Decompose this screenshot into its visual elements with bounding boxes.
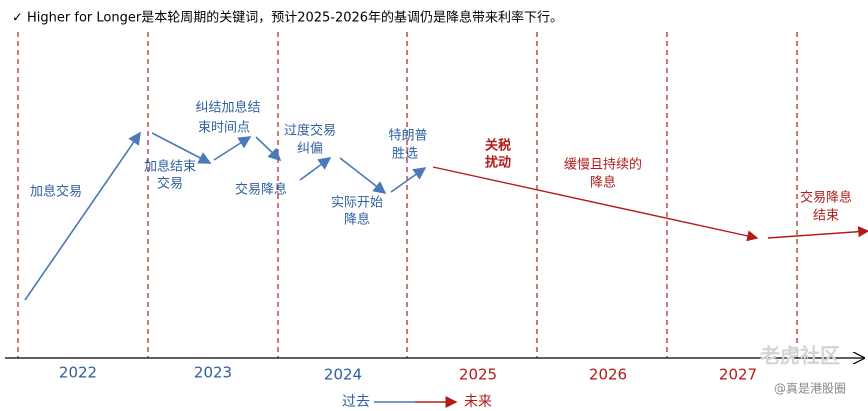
event-label: 关税 [485, 138, 511, 154]
dividers [17, 32, 798, 358]
watermark-brand: 老虎社区 [760, 344, 840, 368]
event-label: 特朗普 [388, 129, 427, 144]
event-label: 扰动 [485, 155, 511, 171]
watermark-author: @真是港股圈 [774, 382, 846, 396]
event-label: 降息 [590, 175, 616, 191]
event-label: 加息结束 [144, 159, 196, 175]
year: 2025 [459, 366, 497, 384]
event-label: 加息交易 [30, 184, 82, 200]
year: 2024 [324, 366, 362, 384]
trend-arrows [24, 131, 868, 301]
event-label: 交易降息 [235, 182, 287, 198]
legend-past: 过去 [342, 394, 370, 410]
title: ✓ Higher for Longer是本轮周期的关键词，预计2025-2026… [12, 10, 563, 26]
year: 2022 [59, 364, 97, 382]
event-label: 实际开始 [331, 196, 383, 211]
event-label: 交易 [157, 176, 183, 192]
legend-future: 未来 [464, 394, 492, 410]
event-label: 缓慢且持续的 [564, 157, 642, 173]
event-label: 纠偏 [297, 142, 323, 157]
year: 2027 [719, 366, 757, 384]
event-label: 降息 [344, 212, 370, 228]
event-label: 交易降息 [800, 190, 852, 206]
year: 2026 [589, 366, 627, 384]
event-label: 结束 [813, 209, 839, 224]
event-label: 束时间点 [198, 121, 250, 136]
year: 2023 [194, 364, 232, 382]
event-label: 纠结加息结 [195, 100, 260, 116]
event-label: 胜选 [392, 147, 418, 162]
event-label: 过度交易 [284, 123, 336, 139]
